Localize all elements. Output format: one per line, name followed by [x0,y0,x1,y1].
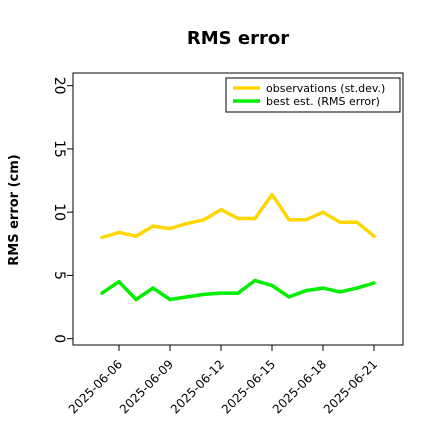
series-line [101,192,376,240]
data-point [219,291,223,295]
data-point [321,286,325,290]
chart-title: RMS error [187,28,289,49]
legend-box [225,77,401,113]
data-point [185,295,189,299]
data-point [355,286,359,290]
data-point [168,297,172,302]
data-point [270,192,274,197]
data-point [134,297,138,302]
x-tick-label: 2025-06-06 [66,357,125,416]
data-point [287,295,291,299]
x-tick-label: 2025-06-21 [321,357,380,416]
y-tick-label: 15 [51,140,67,158]
data-point [355,220,359,225]
legend: observations (st.dev.)best est. (RMS err… [225,77,401,113]
data-point [321,210,325,214]
data-point [202,218,206,222]
data-point [151,286,155,290]
data-point [338,220,342,225]
data-point [151,224,155,228]
series-line [101,278,375,302]
x-tick-label: 2025-06-09 [117,357,176,416]
data-point [202,292,206,297]
y-tick-label: 20 [51,77,67,95]
series-layer [100,192,376,302]
data-point [168,226,172,231]
data-point [236,216,240,221]
y-axis: 0 5 10 15 20 [51,77,73,343]
y-axis-label: RMS error (cm) [7,154,22,265]
data-point [253,278,257,283]
data-point [253,216,257,221]
data-point [100,291,104,295]
data-point [117,230,121,235]
x-tick-label: 2025-06-15 [219,357,278,416]
y-tick-label: 10 [51,203,67,221]
data-point [372,281,376,285]
data-point [287,218,291,222]
data-point [304,218,308,222]
data-point [372,234,376,238]
data-point [304,288,308,293]
x-tick-label: 2025-06-18 [270,357,329,416]
legend-label: best est. (RMS error) [266,95,380,108]
data-point [270,283,274,288]
data-point [236,291,240,295]
y-tick-label: 5 [51,271,67,280]
data-point [134,234,138,238]
series-best-estimate [100,278,376,302]
y-tick-label: 0 [51,334,67,343]
data-point [338,290,342,294]
legend-label: observations (st.dev.) [266,82,385,95]
x-tick-label: 2025-06-12 [168,357,227,416]
x-axis: 2025-06-062025-06-092025-06-122025-06-15… [66,345,380,416]
data-point [219,207,223,212]
plot-area-frame [72,72,404,346]
series-observations [100,192,376,240]
data-point [100,235,104,240]
data-point [117,279,121,284]
data-point [185,221,189,226]
